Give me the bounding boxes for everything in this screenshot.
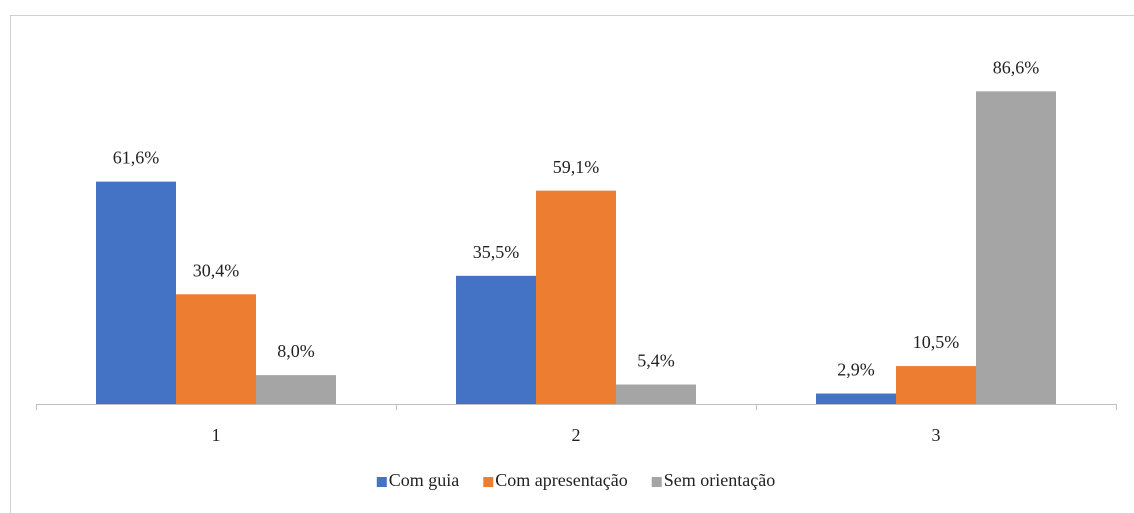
value-label: 35,5% [473, 242, 520, 262]
legend-swatch [651, 477, 662, 487]
bar [616, 384, 696, 404]
bar [456, 275, 536, 404]
value-label: 8,0% [277, 341, 315, 361]
x-tick-label: 1 [212, 425, 221, 445]
chart-frame [10, 15, 1134, 513]
legend-swatch [376, 477, 387, 487]
bar [976, 91, 1056, 405]
value-label: 61,6% [113, 148, 160, 168]
value-label: 2,9% [837, 360, 875, 380]
value-label: 86,6% [993, 57, 1040, 77]
legend-label: Com apresentação [495, 470, 627, 490]
bar [176, 294, 256, 404]
bar [816, 393, 896, 404]
value-label: 59,1% [553, 157, 600, 177]
value-label: 30,4% [193, 260, 240, 280]
bar [96, 181, 176, 404]
x-tick-label: 3 [932, 425, 941, 445]
value-label: 10,5% [913, 332, 960, 352]
x-tick-label: 2 [572, 425, 581, 445]
bar [536, 190, 616, 404]
value-label: 5,4% [637, 351, 675, 371]
legend-swatch [483, 477, 494, 487]
bar [256, 375, 336, 404]
legend-label: Sem orientação [664, 470, 775, 490]
bar [896, 366, 976, 404]
legend-label: Com guia [389, 470, 460, 490]
